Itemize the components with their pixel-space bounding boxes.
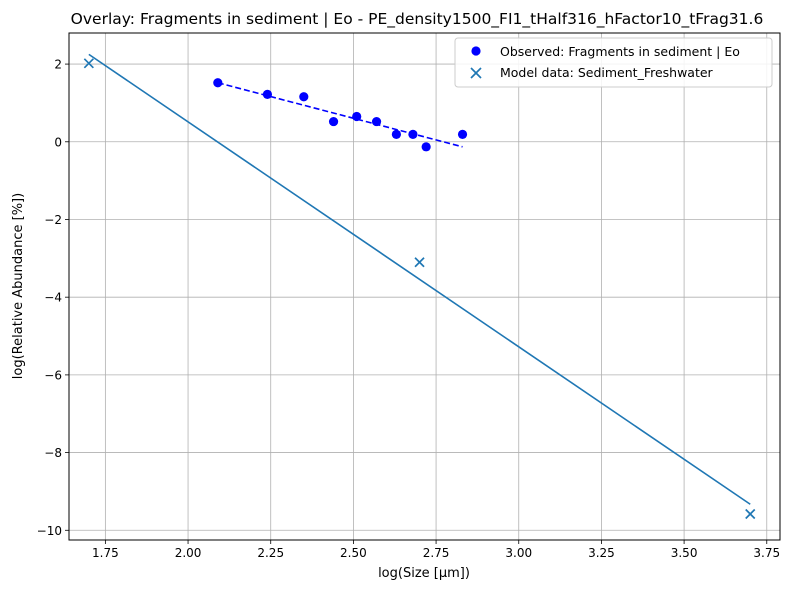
model-point-stroke xyxy=(83,58,94,69)
x-tick-label: 2.50 xyxy=(340,546,367,560)
y-axis: 2 0 −2 −4 −6 −8 −10 xyxy=(37,58,69,538)
observed-point xyxy=(262,89,273,99)
legend-marker-model xyxy=(470,67,482,79)
model-point xyxy=(414,257,425,268)
legend-label-observed: Observed: Fragments in sediment | Eo xyxy=(500,44,740,59)
observed-point xyxy=(421,142,431,152)
x-tick-label: 2.00 xyxy=(175,546,202,560)
observed-point xyxy=(408,129,418,139)
plot-frame xyxy=(68,32,781,541)
x-axis-label: log(Size [µm]) xyxy=(378,566,470,581)
model-point xyxy=(83,58,94,69)
observed-point xyxy=(328,116,339,127)
y-tick-label: 0 xyxy=(54,135,62,149)
observed-point xyxy=(371,116,382,127)
fit-lines xyxy=(88,53,751,505)
legend-box xyxy=(454,37,773,88)
x-tick-label: 1.75 xyxy=(92,546,119,560)
observed-point xyxy=(299,92,309,102)
model-fit-line xyxy=(88,53,751,505)
x-axis: 1.75 2.00 2.25 2.50 2.75 3.00 3.25 3.50 3.75 xyxy=(92,540,780,560)
legend-label-model: Model data: Sediment_Freshwater xyxy=(500,65,714,80)
y-tick-label: −8 xyxy=(44,446,62,460)
x-tick-label: 3.25 xyxy=(588,546,615,560)
model-point-stroke xyxy=(745,508,756,520)
observed-point xyxy=(213,78,223,88)
legend: Observed: Fragments in sediment | Eo Mod… xyxy=(454,37,773,88)
x-tick-label: 3.00 xyxy=(505,546,532,560)
y-axis-label: log(Relative Abundance [%]) xyxy=(11,193,26,379)
legend-marker-observed xyxy=(471,46,481,56)
chart-title: Overlay: Fragments in sediment | Eo - PE… xyxy=(71,10,764,29)
grid xyxy=(69,33,780,540)
y-tick-label: −4 xyxy=(44,291,62,305)
observed-fit-line xyxy=(217,81,463,148)
x-tick-label: 3.75 xyxy=(753,546,780,560)
observed-point xyxy=(457,129,468,139)
y-tick-label: −6 xyxy=(44,368,62,382)
x-tick-label: 3.50 xyxy=(671,546,698,560)
x-tick-label: 2.75 xyxy=(423,546,450,560)
y-tick-label: −2 xyxy=(44,213,62,227)
data-points xyxy=(83,58,756,520)
observed-point xyxy=(391,129,401,139)
model-point-stroke xyxy=(414,257,425,268)
x-tick-label: 2.25 xyxy=(257,546,284,560)
observed-point xyxy=(352,111,362,122)
model-point xyxy=(745,508,756,520)
y-tick-label: −10 xyxy=(37,524,62,538)
y-tick-label: 2 xyxy=(54,58,62,72)
